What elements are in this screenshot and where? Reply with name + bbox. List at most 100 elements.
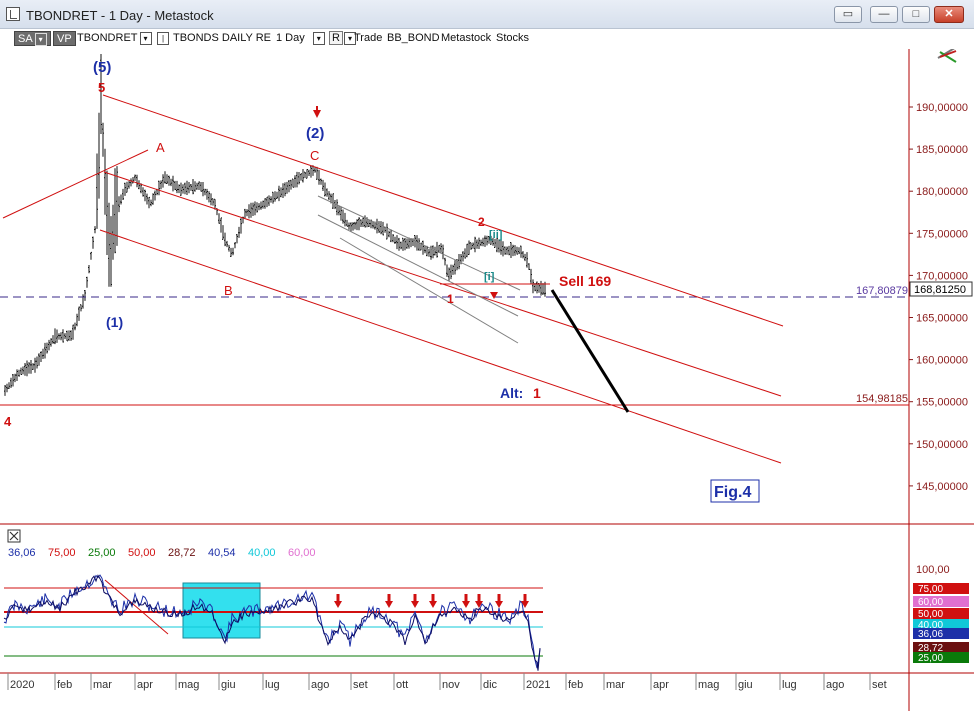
date-axis-label: apr	[653, 679, 669, 691]
app-icon[interactable]	[6, 7, 20, 21]
current-price-badge: 168,81250	[909, 281, 973, 297]
down-arrow-icon	[475, 601, 483, 608]
price-tick-label: 155,00000	[916, 397, 968, 409]
toolbar-item-metastock[interactable]: Metastock	[441, 32, 492, 44]
symbol-selector[interactable]: TBONDRET ▾	[77, 31, 152, 46]
down-arrow-icon	[490, 292, 498, 299]
price-chart[interactable]: 190,00000 185,00000 180,00000 175,00000 170,…	[0, 49, 974, 711]
period-selector[interactable]: 1 Day ▾	[276, 31, 325, 46]
window-title-bar: TBONDRET - 1 Day - Metastock ▭ — □ ✕	[0, 0, 974, 29]
maximize-button[interactable]: □	[902, 6, 930, 23]
down-arrow-icon	[462, 601, 470, 608]
symbol-label: TBONDRET	[77, 32, 138, 44]
svg-text:75,00: 75,00	[918, 584, 943, 595]
trend-line-a	[2, 149, 149, 219]
date-axis-label: feb	[57, 679, 72, 691]
svg-text:60,00: 60,00	[918, 597, 943, 608]
bar-chart-icon: |	[157, 31, 169, 45]
series-name-label: TBONDS DAILY RE	[173, 32, 272, 44]
close-icon-glyph	[9, 531, 19, 541]
date-axis-label: set	[872, 679, 887, 691]
price-tick-label: 175,00000	[916, 228, 968, 240]
support-price-label: 154,98185	[856, 393, 908, 405]
alt-value-label: 1	[533, 385, 541, 401]
svg-text:28,72: 28,72	[918, 643, 943, 654]
indicator-legend-value: 36,06	[8, 547, 36, 559]
restore-chart-button[interactable]: ▭	[834, 6, 862, 23]
wave-b-label: B	[224, 283, 233, 298]
r-selector[interactable]: R ▾	[329, 31, 356, 46]
indicator-legend-value: 60,00	[288, 547, 316, 559]
projection-arrow-line	[550, 289, 630, 413]
vp-label: VP	[57, 33, 72, 45]
minor-wave-1-label: 1	[447, 292, 454, 306]
wave-2-blue-label: (2)	[306, 125, 324, 142]
svg-text:167,80879: 167,80879	[856, 285, 908, 297]
dashed-line-price-label: 167,80879	[856, 285, 908, 297]
figure-label: Fig.4	[710, 479, 760, 503]
toolbar-item-trade[interactable]: Trade	[354, 32, 383, 44]
indicator-pane: 36,06 75,00 25,00 50,00 28,72 40,54 40,00 60,00…	[3, 529, 969, 671]
sell-signal-label: Sell 169	[559, 273, 611, 289]
indicator-legend-value: 50,00	[128, 547, 156, 559]
channel-lower-line	[99, 229, 782, 464]
chevron-down-icon: ▾	[34, 32, 47, 46]
toolbar-item-stocks[interactable]: Stocks	[496, 32, 530, 44]
gray-channel-upper	[317, 195, 521, 291]
date-axis-label: ago	[826, 679, 844, 691]
price-tick-label: 160,00000	[916, 355, 968, 367]
down-arrow-icon	[334, 601, 342, 608]
close-button[interactable]: ✕	[934, 6, 964, 23]
minimize-button[interactable]: —	[870, 6, 898, 23]
wave-a-label: A	[156, 140, 165, 155]
down-arrow-icon	[385, 601, 393, 608]
vp-button[interactable]: VP	[53, 31, 76, 46]
wave-5-blue-label: (5)	[93, 59, 111, 76]
down-arrow-icon	[521, 601, 529, 608]
down-arrow-icon	[313, 110, 321, 118]
date-axis-label: ott	[396, 679, 408, 691]
price-tick-label: 145,00000	[916, 481, 968, 493]
date-axis-label: 2021	[526, 679, 550, 691]
chart-options-icon[interactable]	[937, 49, 958, 63]
price-tick-label: 170,00000	[916, 270, 968, 282]
date-axis-label: feb	[568, 679, 583, 691]
series-selector[interactable]: | TBONDS DAILY RE	[157, 31, 271, 46]
period-label: 1 Day	[276, 32, 305, 44]
indicator-value-badge: 25,00	[913, 652, 969, 664]
date-axis-label: ago	[311, 679, 329, 691]
wave-4-label: 4	[4, 414, 12, 429]
channel-upper-line	[102, 94, 784, 327]
price-tick-label: 150,00000	[916, 439, 968, 451]
date-axis-label: nov	[442, 679, 460, 691]
minor-wave-ii-label: [ii]	[489, 229, 503, 241]
date-axis-label: mag	[178, 679, 199, 691]
toolbar-item-bb-bond[interactable]: BB_BOND	[387, 32, 440, 44]
indicator-value-badge: 40,00	[913, 619, 969, 631]
wave-5-red-label: 5	[98, 80, 105, 95]
price-bars	[4, 54, 546, 396]
svg-text:168,81250: 168,81250	[914, 284, 966, 296]
indicator-legend-value: 75,00	[48, 547, 76, 559]
indicator-value-badge: 75,00	[913, 583, 969, 595]
wave-c-label: C	[310, 148, 319, 163]
oscillator-signal-line	[3, 574, 541, 671]
alt-label: Alt:	[500, 385, 523, 401]
indicator-legend-value: 40,54	[208, 547, 236, 559]
svg-text:36,06: 36,06	[918, 629, 943, 640]
down-arrow-icon	[411, 601, 419, 608]
window-title: TBONDRET - 1 Day - Metastock	[26, 8, 214, 23]
indicator-legend-value: 25,00	[88, 547, 116, 559]
chart-toolbar: SA ▾ VP TBONDRET ▾ | TBONDS DAILY RE 1 Day ▾…	[0, 29, 974, 49]
minor-wave-2-label: 2	[478, 215, 485, 229]
indicator-value-badge: 50,00	[913, 608, 969, 620]
sa-button[interactable]: SA ▾	[14, 31, 51, 46]
svg-text:Fig.4: Fig.4	[714, 484, 751, 501]
indicator-legend-value: 40,00	[248, 547, 276, 559]
date-axis-label: apr	[137, 679, 153, 691]
indicator-axis-tick: 100,00	[916, 564, 950, 576]
date-axis-label: dic	[483, 679, 498, 691]
date-axis-label: mar	[93, 679, 112, 691]
date-axis-label: mag	[698, 679, 719, 691]
chevron-down-icon: ▾	[312, 31, 325, 45]
